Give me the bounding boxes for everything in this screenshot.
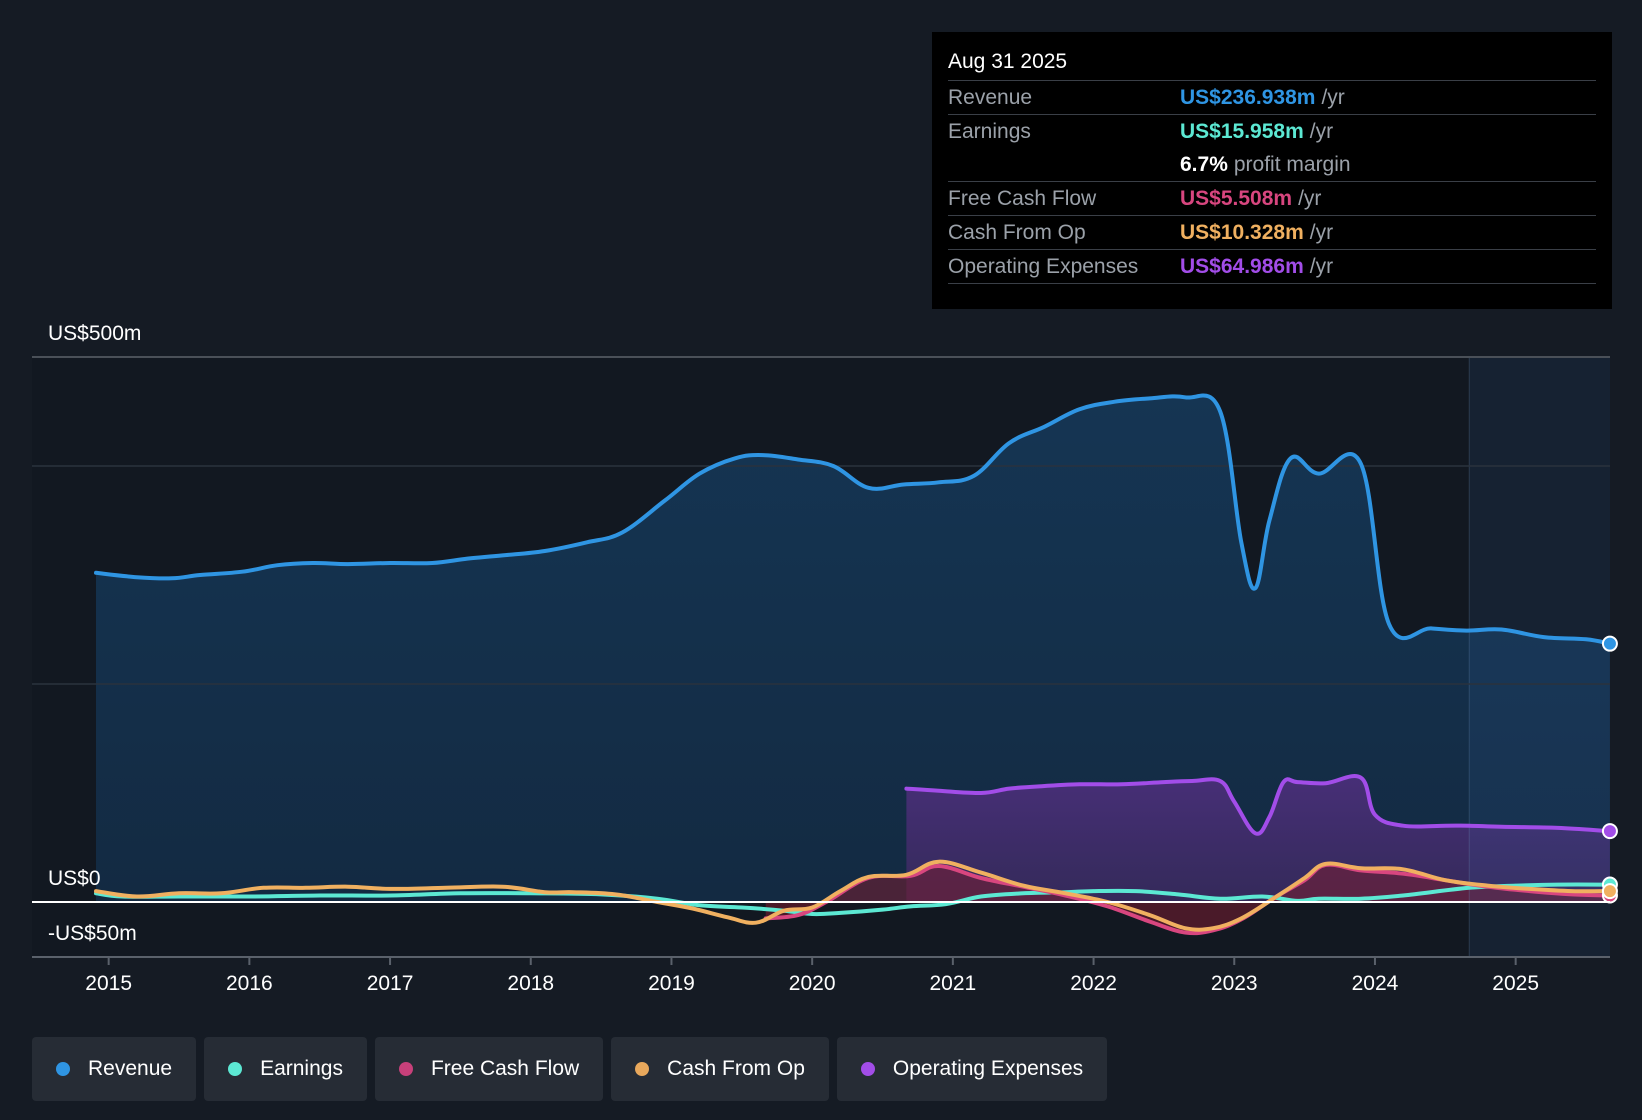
operating-expenses-end-point <box>1601 823 1618 840</box>
legend-label: Operating Expenses <box>892 1057 1084 1080</box>
x-tick-label: 2021 <box>930 972 977 995</box>
y-label-bottom: -US$50m <box>48 922 137 945</box>
legend-dot-icon <box>635 1062 650 1076</box>
x-tick-label: 2017 <box>367 972 414 995</box>
x-tick-label: 2022 <box>1070 972 1117 995</box>
profit-margin-text: profit margin <box>1233 153 1351 176</box>
cash-from-op-line <box>94 859 1612 932</box>
legend-dot-icon <box>56 1062 70 1076</box>
profit-margin-value: 6.7% <box>1180 153 1228 176</box>
tooltip-row-revenue: Revenue US$236.938m /yr <box>948 81 1596 115</box>
tooltip-value: US$5.508m <box>1180 187 1293 210</box>
tooltip-date: Aug 31 2025 <box>948 46 1596 81</box>
x-tick-label: 2024 <box>1352 972 1399 995</box>
forecast-shade <box>1469 357 1610 957</box>
y-label-top: US$500m <box>48 322 141 345</box>
tooltip-unit: /yr <box>1309 120 1334 143</box>
revenue-line <box>94 393 1612 646</box>
x-tick-label: 2025 <box>1492 972 1539 995</box>
tooltip-panel: Aug 31 2025 Revenue US$236.938m /yr Earn… <box>932 32 1612 309</box>
operating-expenses-line <box>904 774 1612 836</box>
tooltip-row-fcf: Free Cash Flow US$5.508m /yr <box>948 182 1596 216</box>
tooltip-row-margin: 6.7% profit margin <box>948 148 1596 182</box>
legend-dot-icon <box>860 1062 875 1076</box>
cash-from-op-end-point <box>1601 883 1618 900</box>
legend-label: Cash From Op <box>667 1057 805 1080</box>
tooltip-label: Operating Expenses <box>948 255 1139 278</box>
legend-label: Free Cash Flow <box>430 1057 580 1080</box>
legend-item-earnings[interactable]: Earnings <box>204 1037 367 1101</box>
tooltip-unit: /yr <box>1309 255 1334 278</box>
tooltip-label: Cash From Op <box>948 221 1086 244</box>
x-tick-label: 2023 <box>1211 972 1258 995</box>
legend-label: Revenue <box>88 1057 173 1080</box>
legend-item-free-cash-flow[interactable]: Free Cash Flow <box>374 1037 604 1101</box>
tooltip-unit: /yr <box>1298 187 1322 210</box>
legend-item-cash-from-op[interactable]: Cash From Op <box>611 1037 829 1101</box>
tooltip-value: US$64.986m <box>1180 255 1304 278</box>
operating-expenses-area <box>906 776 1610 902</box>
tooltip-label: Revenue <box>948 86 1033 109</box>
tooltip-unit: /yr <box>1321 86 1345 109</box>
tooltip-value: US$10.328m <box>1180 221 1304 244</box>
legend-label: Earnings <box>260 1057 343 1080</box>
x-tick-label: 2019 <box>648 972 695 995</box>
revenue-end-point <box>1601 635 1618 652</box>
tooltip-row-opex: Operating Expenses US$64.986m /yr <box>948 250 1596 284</box>
tooltip-value: US$15.958m <box>1180 120 1304 143</box>
legend-item-operating-expenses[interactable]: Operating Expenses <box>836 1037 1108 1101</box>
legend-item-revenue[interactable]: Revenue <box>32 1037 197 1101</box>
legend-dot-icon <box>228 1062 243 1076</box>
x-tick-label: 2016 <box>226 972 273 995</box>
tooltip-row-cfo: Cash From Op US$10.328m /yr <box>948 216 1596 250</box>
y-label-zero: US$0 <box>48 867 101 890</box>
tooltip-label: Free Cash Flow <box>948 187 1097 210</box>
tooltip-value: US$236.938m <box>1180 86 1316 109</box>
tooltip-row-earnings: Earnings US$15.958m /yr <box>948 115 1596 148</box>
x-tick-label: 2020 <box>789 972 836 995</box>
x-tick-label: 2018 <box>507 972 554 995</box>
earnings-line <box>94 882 1612 917</box>
tooltip-label: Earnings <box>948 120 1031 143</box>
free-cash-flow-area <box>765 864 1610 934</box>
tooltip-unit: /yr <box>1309 221 1334 244</box>
legend: Revenue Earnings Free Cash Flow Cash Fro… <box>32 1037 1108 1101</box>
x-tick-label: 2015 <box>85 972 132 995</box>
revenue-area <box>96 395 1610 902</box>
legend-dot-icon <box>398 1062 413 1076</box>
